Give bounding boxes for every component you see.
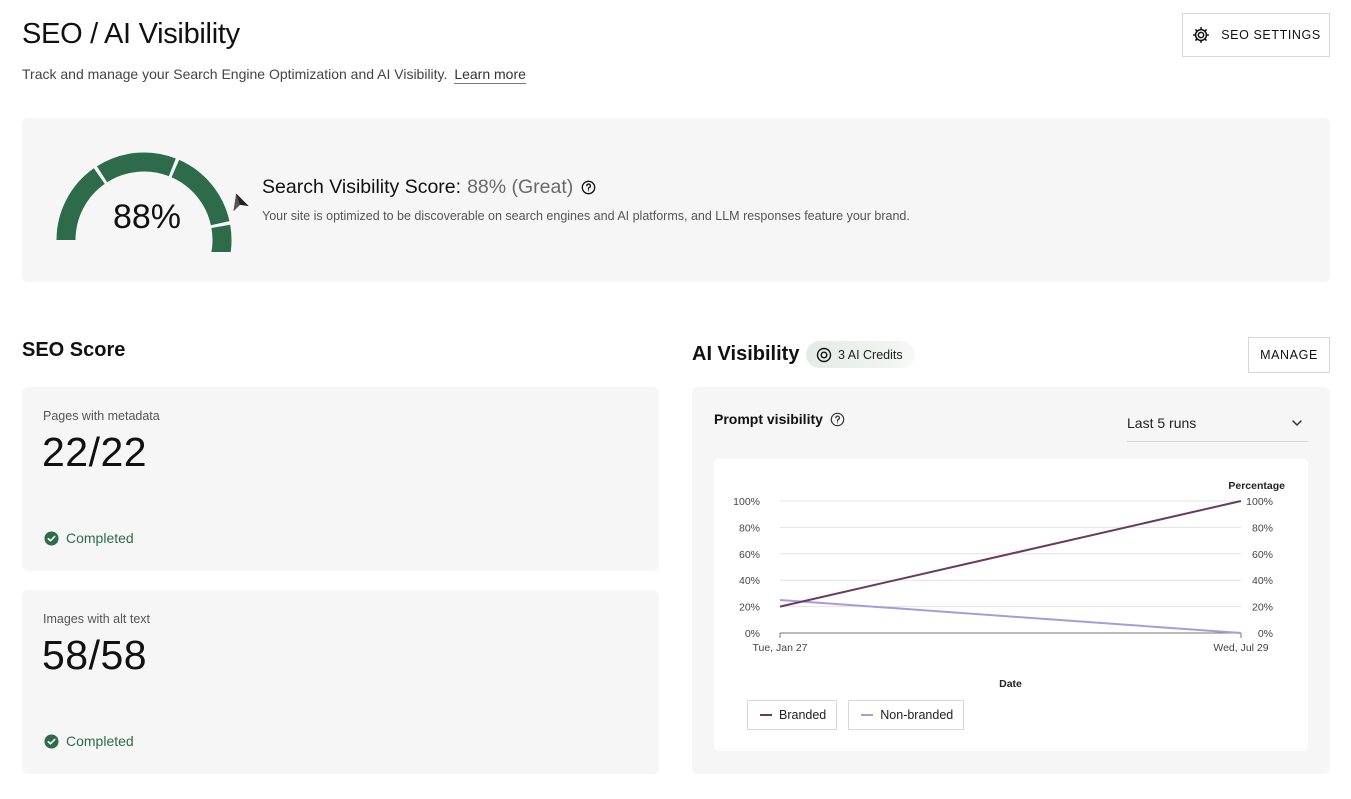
y-axis-label: Percentage: [1228, 480, 1285, 492]
runs-dropdown-value: Last 5 runs: [1127, 415, 1197, 431]
legend-branded[interactable]: Branded: [747, 700, 838, 730]
status-label: Completed: [66, 530, 134, 546]
pages-metadata-card: Pages with metadata 22/22 Completed: [22, 387, 659, 571]
legend-non-branded[interactable]: Non-branded: [848, 700, 965, 730]
line-chart: 0% 0% 20% 20% 40% 40% 60% 60% 80% 80% 100% 100% Tue,…: [733, 480, 1285, 690]
gauge-segment-filled: [56, 168, 106, 241]
page-title: SEO / AI Visibility: [22, 18, 240, 50]
subtitle-text: Track and manage your Search Engine Opti…: [22, 66, 448, 82]
gauge-segment-filled: [211, 224, 232, 252]
y-tick-label-left: 40%: [739, 575, 760, 587]
metric-value: 58/58: [42, 632, 148, 678]
gauge-value: 88%: [112, 198, 182, 236]
y-tick-label-right: 40%: [1252, 575, 1273, 587]
metric-label: Pages with metadata: [43, 409, 160, 423]
page-subtitle: Track and manage your Search Engine Opti…: [22, 66, 526, 84]
legend-swatch-branded: [760, 714, 772, 716]
seo-settings-button[interactable]: SEO SETTINGS: [1182, 13, 1330, 57]
y-tick-label-left: 20%: [739, 602, 760, 614]
manage-button[interactable]: MANAGE: [1248, 337, 1330, 373]
y-tick-label-left: 100%: [733, 496, 760, 508]
legend-swatch-non-branded: [861, 714, 874, 716]
target-icon: [816, 347, 832, 362]
y-tick-label-left: 0%: [745, 628, 760, 640]
ai-credits-badge: 3 AI Credits: [806, 341, 915, 368]
x-axis-label: Date: [999, 678, 1022, 690]
help-icon[interactable]: [830, 412, 845, 427]
visibility-score-description: Your site is optimized to be discoverabl…: [262, 209, 910, 223]
y-tick-label-right: 20%: [1252, 602, 1273, 614]
gear-icon: [1193, 27, 1210, 43]
help-icon[interactable]: [581, 180, 596, 195]
visibility-score-heading: Search Visibility Score: 88% (Great): [262, 176, 596, 199]
status-completed: Completed: [44, 733, 134, 749]
legend-label: Branded: [779, 708, 827, 722]
images-alt-text-card: Images with alt text 58/58 Completed: [22, 590, 659, 774]
y-tick-label-left: 80%: [739, 522, 760, 534]
visibility-score-panel: 88% Search Visibility Score: 88% (Great)…: [22, 118, 1330, 282]
y-tick-label-right: 80%: [1252, 522, 1273, 534]
legend-label: Non-branded: [880, 708, 954, 722]
gauge-segment-filled: [96, 152, 176, 183]
prompt-visibility-label: Prompt visibility: [714, 411, 845, 427]
learn-more-link[interactable]: Learn more: [454, 66, 526, 84]
chevron-down-icon: [1292, 420, 1302, 426]
y-tick-label-right: 0%: [1258, 628, 1273, 640]
x-tick-label: Wed, Jul 29: [1213, 642, 1268, 654]
series-line-non-branded: [779, 599, 1242, 634]
prompt-visibility-card: Prompt visibility Last 5 runs 0% 0% 20% 20%…: [692, 387, 1330, 774]
series-line-branded: [779, 500, 1242, 608]
seo-settings-label: SEO SETTINGS: [1221, 28, 1321, 42]
y-tick-label-left: 60%: [739, 549, 760, 561]
score-heading-value: 88% (Great): [467, 176, 574, 198]
ai-credits-label: 3 AI Credits: [838, 347, 903, 362]
runs-dropdown[interactable]: Last 5 runs: [1127, 405, 1308, 442]
score-heading-label: Search Visibility Score:: [262, 176, 462, 198]
y-tick-label-right: 100%: [1246, 496, 1273, 508]
check-circle-icon: [44, 530, 59, 546]
chart-legend: Branded Non-branded: [747, 700, 965, 730]
y-tick-label-right: 60%: [1252, 549, 1273, 561]
prompt-visibility-text: Prompt visibility: [714, 411, 823, 427]
prompt-visibility-chart: 0% 0% 20% 20% 40% 40% 60% 60% 80% 80% 100% 100% Tue,…: [714, 459, 1308, 751]
check-circle-icon: [44, 733, 59, 749]
metric-value: 22/22: [42, 429, 148, 475]
status-label: Completed: [66, 733, 134, 749]
cursor-icon: [233, 193, 249, 212]
x-tick-label: Tue, Jan 27: [752, 642, 807, 654]
seo-score-title: SEO Score: [22, 339, 126, 361]
visibility-gauge: [56, 152, 232, 252]
status-completed: Completed: [44, 530, 134, 546]
ai-visibility-title: AI Visibility: [692, 343, 800, 365]
metric-label: Images with alt text: [43, 612, 150, 626]
gauge-segment-filled: [171, 159, 230, 226]
